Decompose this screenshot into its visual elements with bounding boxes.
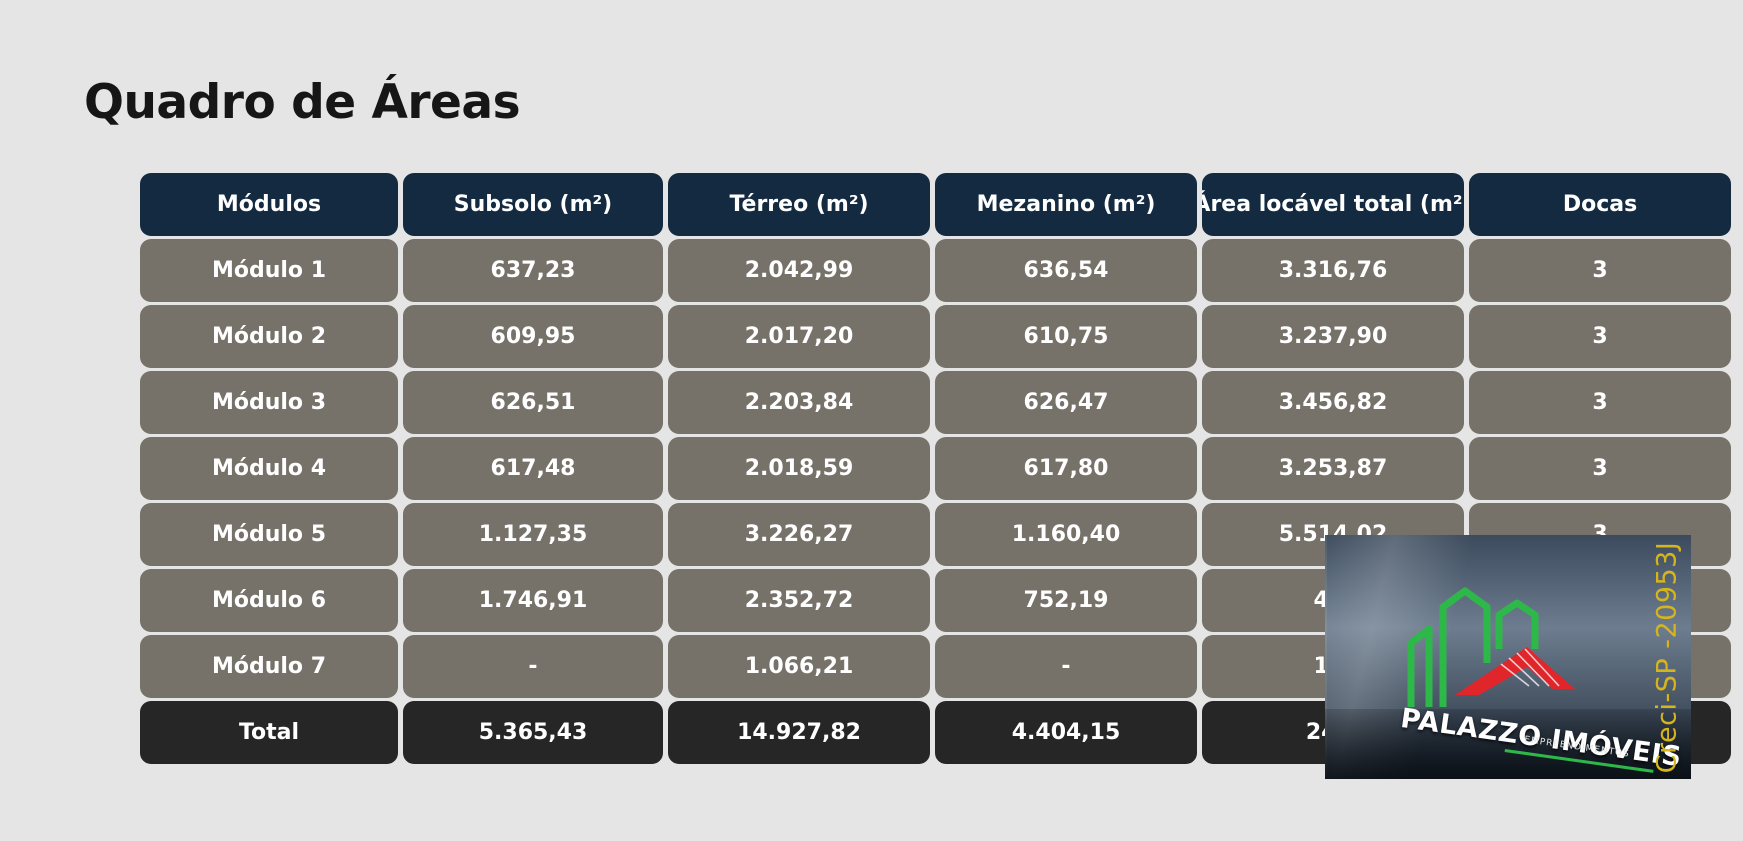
cell-docas: 3 [1469, 437, 1731, 500]
header-modulos: Módulos [140, 173, 398, 236]
cell-docas: 3 [1469, 239, 1731, 302]
cell-area-total: 3.237,90 [1202, 305, 1464, 368]
cell-subsolo: - [403, 635, 663, 698]
cell-subsolo: 1.746,91 [403, 569, 663, 632]
cell-modulo: Módulo 1 [140, 239, 398, 302]
cell-modulo: Módulo 3 [140, 371, 398, 434]
total-label: Total [140, 701, 398, 764]
cell-subsolo: 617,48 [403, 437, 663, 500]
palazzo-logo-icon [1407, 587, 1575, 707]
cell-area-total: 3.456,82 [1202, 371, 1464, 434]
creci-label: Creci-SP -20953J [1651, 541, 1683, 773]
cell-area-total: 3.253,87 [1202, 437, 1464, 500]
cell-area-total: 3.316,76 [1202, 239, 1464, 302]
cell-terreo: 1.066,21 [668, 635, 930, 698]
cell-terreo: 2.017,20 [668, 305, 930, 368]
total-subsolo: 5.365,43 [403, 701, 663, 764]
areas-table: Módulos Subsolo (m²) Térreo (m²) Mezanin… [140, 173, 1731, 764]
header-area-locavel-total: Área locável total (m²) [1202, 173, 1464, 236]
page-title: Quadro de Áreas [84, 75, 521, 131]
cell-modulo: Módulo 5 [140, 503, 398, 566]
cell-terreo: 2.042,99 [668, 239, 930, 302]
cell-terreo: 2.352,72 [668, 569, 930, 632]
creci-vertical-text: Creci-SP -20953J [1647, 539, 1687, 775]
total-terreo: 14.927,82 [668, 701, 930, 764]
cell-mezanino: 610,75 [935, 305, 1197, 368]
cell-mezanino: 636,54 [935, 239, 1197, 302]
cell-mezanino: 1.160,40 [935, 503, 1197, 566]
cell-subsolo: 609,95 [403, 305, 663, 368]
header-subsolo: Subsolo (m²) [403, 173, 663, 236]
cell-modulo: Módulo 6 [140, 569, 398, 632]
cell-subsolo: 626,51 [403, 371, 663, 434]
header-docas: Docas [1469, 173, 1731, 236]
header-mezanino: Mezanino (m²) [935, 173, 1197, 236]
watermark-overlay: PALAZZO IMÓVEIS EMPREENDIMENTOS Creci-SP… [1325, 535, 1691, 779]
cell-mezanino: 752,19 [935, 569, 1197, 632]
header-terreo: Térreo (m²) [668, 173, 930, 236]
cell-modulo: Módulo 7 [140, 635, 398, 698]
cell-docas: 3 [1469, 305, 1731, 368]
cell-subsolo: 1.127,35 [403, 503, 663, 566]
total-mezanino: 4.404,15 [935, 701, 1197, 764]
cell-modulo: Módulo 4 [140, 437, 398, 500]
cell-terreo: 3.226,27 [668, 503, 930, 566]
cell-mezanino: 626,47 [935, 371, 1197, 434]
cell-mezanino: - [935, 635, 1197, 698]
cell-terreo: 2.203,84 [668, 371, 930, 434]
cell-docas: 3 [1469, 371, 1731, 434]
cell-modulo: Módulo 2 [140, 305, 398, 368]
cell-subsolo: 637,23 [403, 239, 663, 302]
cell-terreo: 2.018,59 [668, 437, 930, 500]
cell-mezanino: 617,80 [935, 437, 1197, 500]
